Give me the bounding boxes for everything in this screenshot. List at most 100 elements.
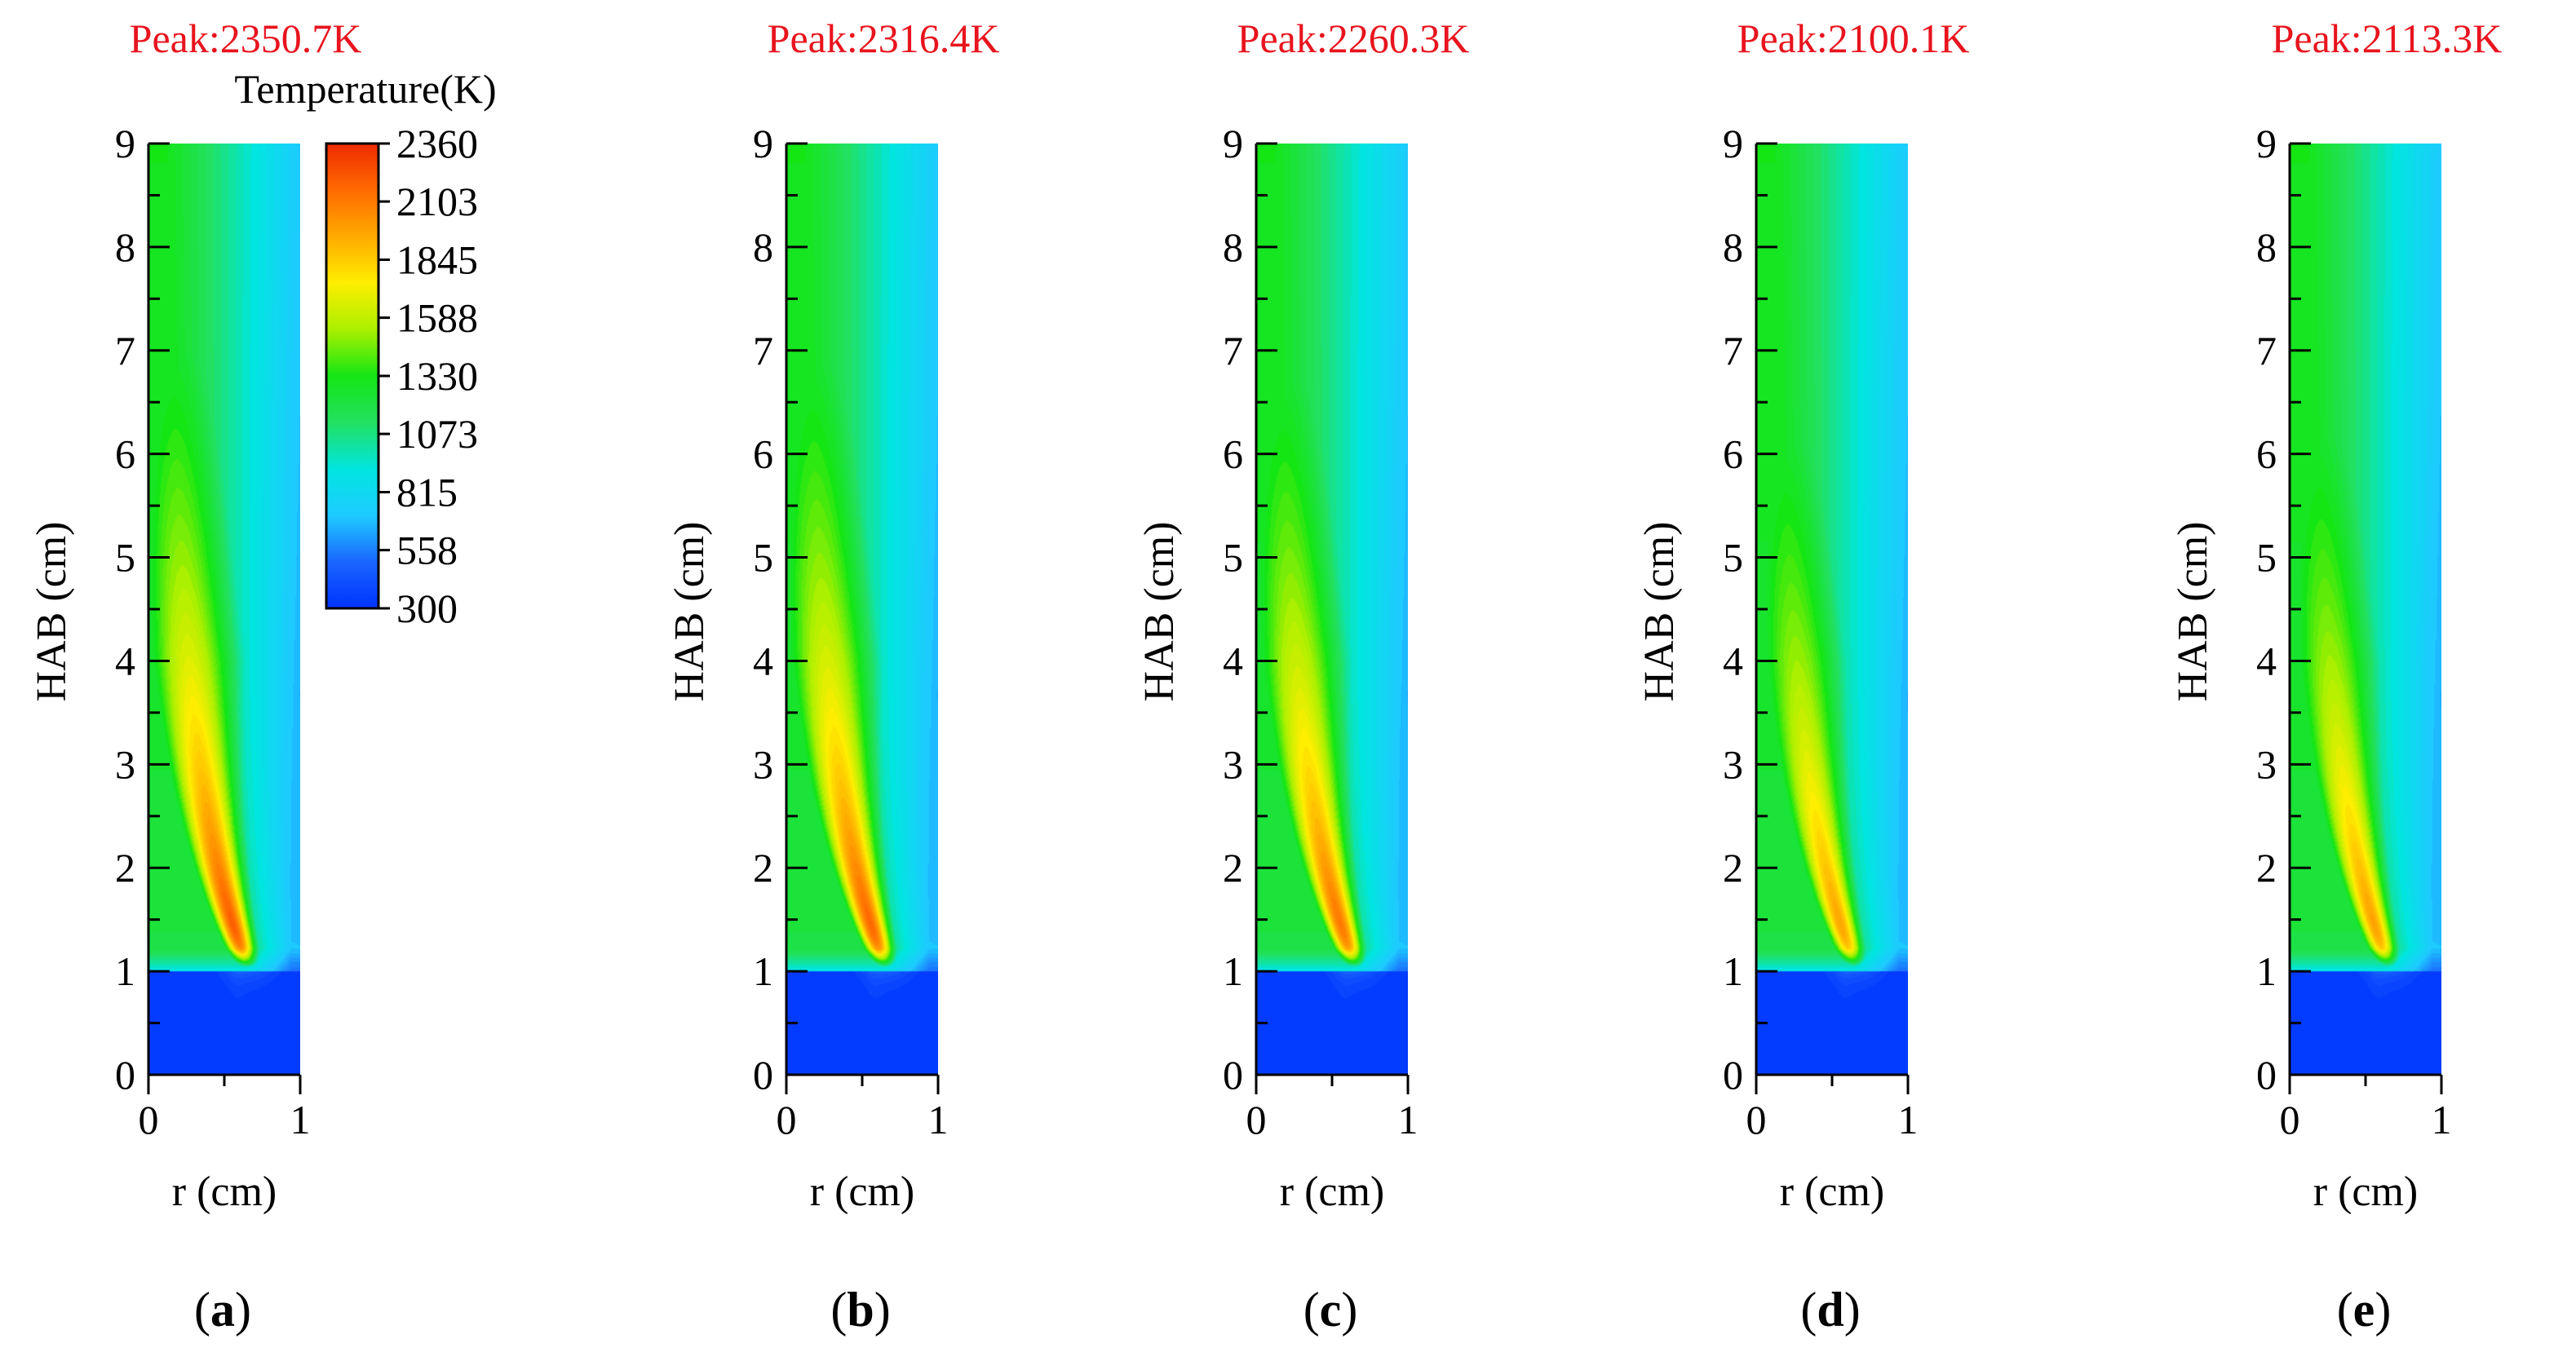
x-axis-title: r (cm) (810, 1169, 914, 1215)
y-tick-label: 7 (753, 328, 773, 373)
y-tick-label: 3 (1723, 741, 1743, 787)
y-tick-label: 0 (1223, 1052, 1243, 1098)
y-tick-label: 2 (2256, 845, 2277, 890)
peak-temperature-title: Peak:2350.7K (130, 15, 362, 61)
colorbar-tick-label: 815 (396, 470, 458, 515)
y-tick-label: 1 (115, 948, 135, 994)
y-tick-label: 9 (1723, 121, 1743, 166)
y-tick-label: 8 (115, 224, 135, 270)
colorbar-tick-label: 1588 (396, 295, 478, 341)
y-axis-title: HAB (cm) (1136, 522, 1183, 702)
colorbar-tick-label: 300 (396, 585, 458, 631)
y-tick-label: 3 (1223, 741, 1243, 787)
colorbar-tick-label: 1073 (396, 411, 478, 457)
y-tick-label: 5 (115, 535, 135, 581)
y-tick-label: 3 (753, 741, 773, 787)
y-tick-label: 0 (2256, 1052, 2277, 1098)
colorbar-title: Temperature(K) (234, 66, 496, 112)
y-tick-label: 0 (753, 1052, 773, 1098)
y-tick-label: 9 (115, 121, 135, 166)
y-tick-label: 5 (2256, 535, 2277, 581)
y-tick-label: 6 (1723, 431, 1743, 477)
panel-c: 0 1 2 3 4 5 6 7 8 9 0 1 r (cm) HAB (cm) Peak:2260.3K (c… (1136, 15, 1469, 1337)
heatmap-e (2290, 144, 2441, 1075)
y-tick-label: 8 (753, 224, 773, 270)
y-tick-label: 5 (753, 535, 773, 581)
panel-d: 0 1 2 3 4 5 6 7 8 9 0 1 r (cm) HAB (cm) Peak:2100.1K (d… (1636, 15, 1969, 1337)
peak-temperature-title: Peak:2100.1K (1737, 15, 1970, 61)
colorbar: Temperature(K) 2360 2103 1845 1588 1330 1073 8… (234, 66, 496, 631)
peak-temperature-title: Peak:2113.3K (2272, 15, 2503, 61)
x-axis-title: r (cm) (2313, 1169, 2418, 1215)
y-tick-label: 7 (115, 328, 135, 373)
colorbar-gradient (325, 142, 380, 610)
x-tick-label: 1 (2432, 1097, 2452, 1142)
panel-label: (d) (1800, 1283, 1860, 1337)
panel-label: (e) (2337, 1283, 2392, 1337)
y-tick-label: 8 (1223, 224, 1243, 270)
y-tick-label: 4 (1723, 638, 1743, 683)
heatmap-d (1756, 144, 1908, 1075)
panel-b: 0 1 2 3 4 5 6 7 8 9 0 1 r (cm) HAB (cm) Peak:2316.4K (b… (666, 15, 999, 1337)
y-tick-label: 9 (2256, 121, 2277, 166)
panels: 0 1 2 3 4 5 6 7 8 9 0 1 r (cm) HAB (cm) Peak:2350.7K (a… (29, 15, 2502, 1337)
x-tick-label: 0 (777, 1097, 797, 1142)
y-axis-title: HAB (cm) (29, 522, 75, 702)
y-tick-label: 7 (2256, 328, 2277, 373)
colorbar-tick-label: 2360 (396, 121, 478, 166)
y-tick-label: 1 (1723, 948, 1743, 994)
y-tick-label: 7 (1723, 328, 1743, 373)
y-axis-title: HAB (cm) (1636, 522, 1683, 702)
y-tick-label: 3 (2256, 741, 2277, 787)
y-tick-label: 5 (1223, 535, 1243, 581)
colorbar-ticks: 2360 2103 1845 1588 1330 1073 815 558 300 (378, 121, 478, 631)
x-axis-title: r (cm) (1280, 1169, 1384, 1215)
y-axis-title: HAB (cm) (666, 522, 713, 702)
y-tick-label: 5 (1723, 535, 1743, 581)
y-axis-title: HAB (cm) (2170, 522, 2216, 702)
y-tick-label: 0 (1723, 1052, 1743, 1098)
y-tick-label: 4 (115, 638, 135, 683)
x-tick-label: 1 (290, 1097, 311, 1142)
y-tick-label: 6 (1223, 431, 1243, 477)
y-tick-label: 8 (2256, 224, 2277, 270)
y-tick-label: 1 (1223, 948, 1243, 994)
x-tick-label: 0 (1246, 1097, 1267, 1142)
x-tick-label: 0 (139, 1097, 159, 1142)
y-tick-label: 9 (1223, 121, 1243, 166)
y-tick-label: 6 (115, 431, 135, 477)
heatmap-c (1256, 144, 1408, 1075)
heatmap-a (148, 144, 300, 1075)
y-tick-label: 9 (753, 121, 773, 166)
peak-temperature-title: Peak:2316.4K (768, 15, 1000, 61)
peak-temperature-title: Peak:2260.3K (1237, 15, 1470, 61)
y-tick-label: 7 (1223, 328, 1243, 373)
x-tick-label: 1 (928, 1097, 949, 1142)
y-tick-label: 1 (753, 948, 773, 994)
x-tick-label: 1 (1898, 1097, 1919, 1142)
colorbar-tick-label: 1845 (396, 237, 478, 283)
y-tick-label: 0 (115, 1052, 135, 1098)
x-tick-label: 0 (1746, 1097, 1767, 1142)
x-tick-label: 0 (2280, 1097, 2300, 1142)
y-tick-label: 2 (753, 845, 773, 890)
panel-label: (a) (194, 1283, 251, 1337)
panel-e: 0 1 2 3 4 5 6 7 8 9 0 1 r (cm) HAB (cm) Peak:2113.3K (e… (2170, 15, 2502, 1337)
heatmap-b (786, 144, 938, 1075)
y-tick-label: 3 (115, 741, 135, 787)
colorbar-tick-label: 2103 (396, 179, 478, 224)
y-tick-label: 2 (1723, 845, 1743, 890)
y-tick-label: 6 (753, 431, 773, 477)
y-tick-label: 4 (753, 638, 773, 683)
y-tick-label: 4 (2256, 638, 2277, 683)
x-axis-title: r (cm) (1780, 1169, 1884, 1215)
y-tick-label: 6 (2256, 431, 2277, 477)
colorbar-tick-label: 558 (396, 528, 458, 573)
y-tick-label: 1 (2256, 948, 2277, 994)
y-tick-label: 2 (1223, 845, 1243, 890)
panel-label: (b) (830, 1283, 890, 1337)
panel-a: 0 1 2 3 4 5 6 7 8 9 0 1 r (cm) HAB (cm) Peak:2350.7K (a… (29, 15, 361, 1337)
x-tick-label: 1 (1398, 1097, 1419, 1142)
colorbar-tick-label: 1330 (396, 353, 478, 399)
